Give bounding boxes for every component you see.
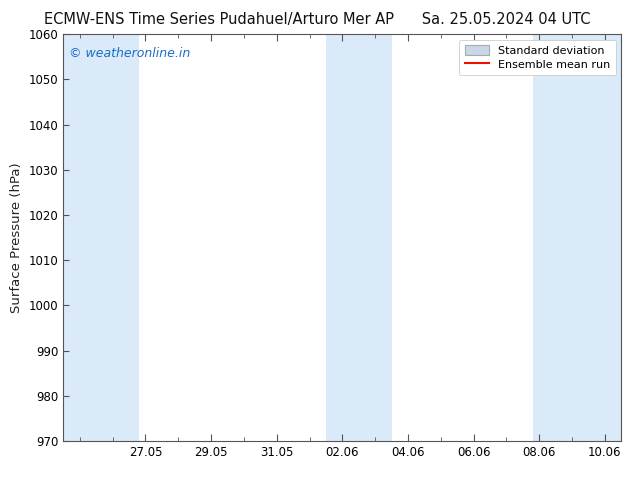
Bar [63,34,139,441]
Bar [326,34,392,441]
Text: ECMW-ENS Time Series Pudahuel/Arturo Mer AP      Sa. 25.05.2024 04 UTC: ECMW-ENS Time Series Pudahuel/Arturo Mer… [44,12,590,27]
Y-axis label: Surface Pressure (hPa): Surface Pressure (hPa) [10,162,23,313]
Legend: Standard deviation, Ensemble mean run: Standard deviation, Ensemble mean run [459,40,616,75]
Bar [533,34,621,441]
Text: © weatheronline.in: © weatheronline.in [69,47,190,59]
